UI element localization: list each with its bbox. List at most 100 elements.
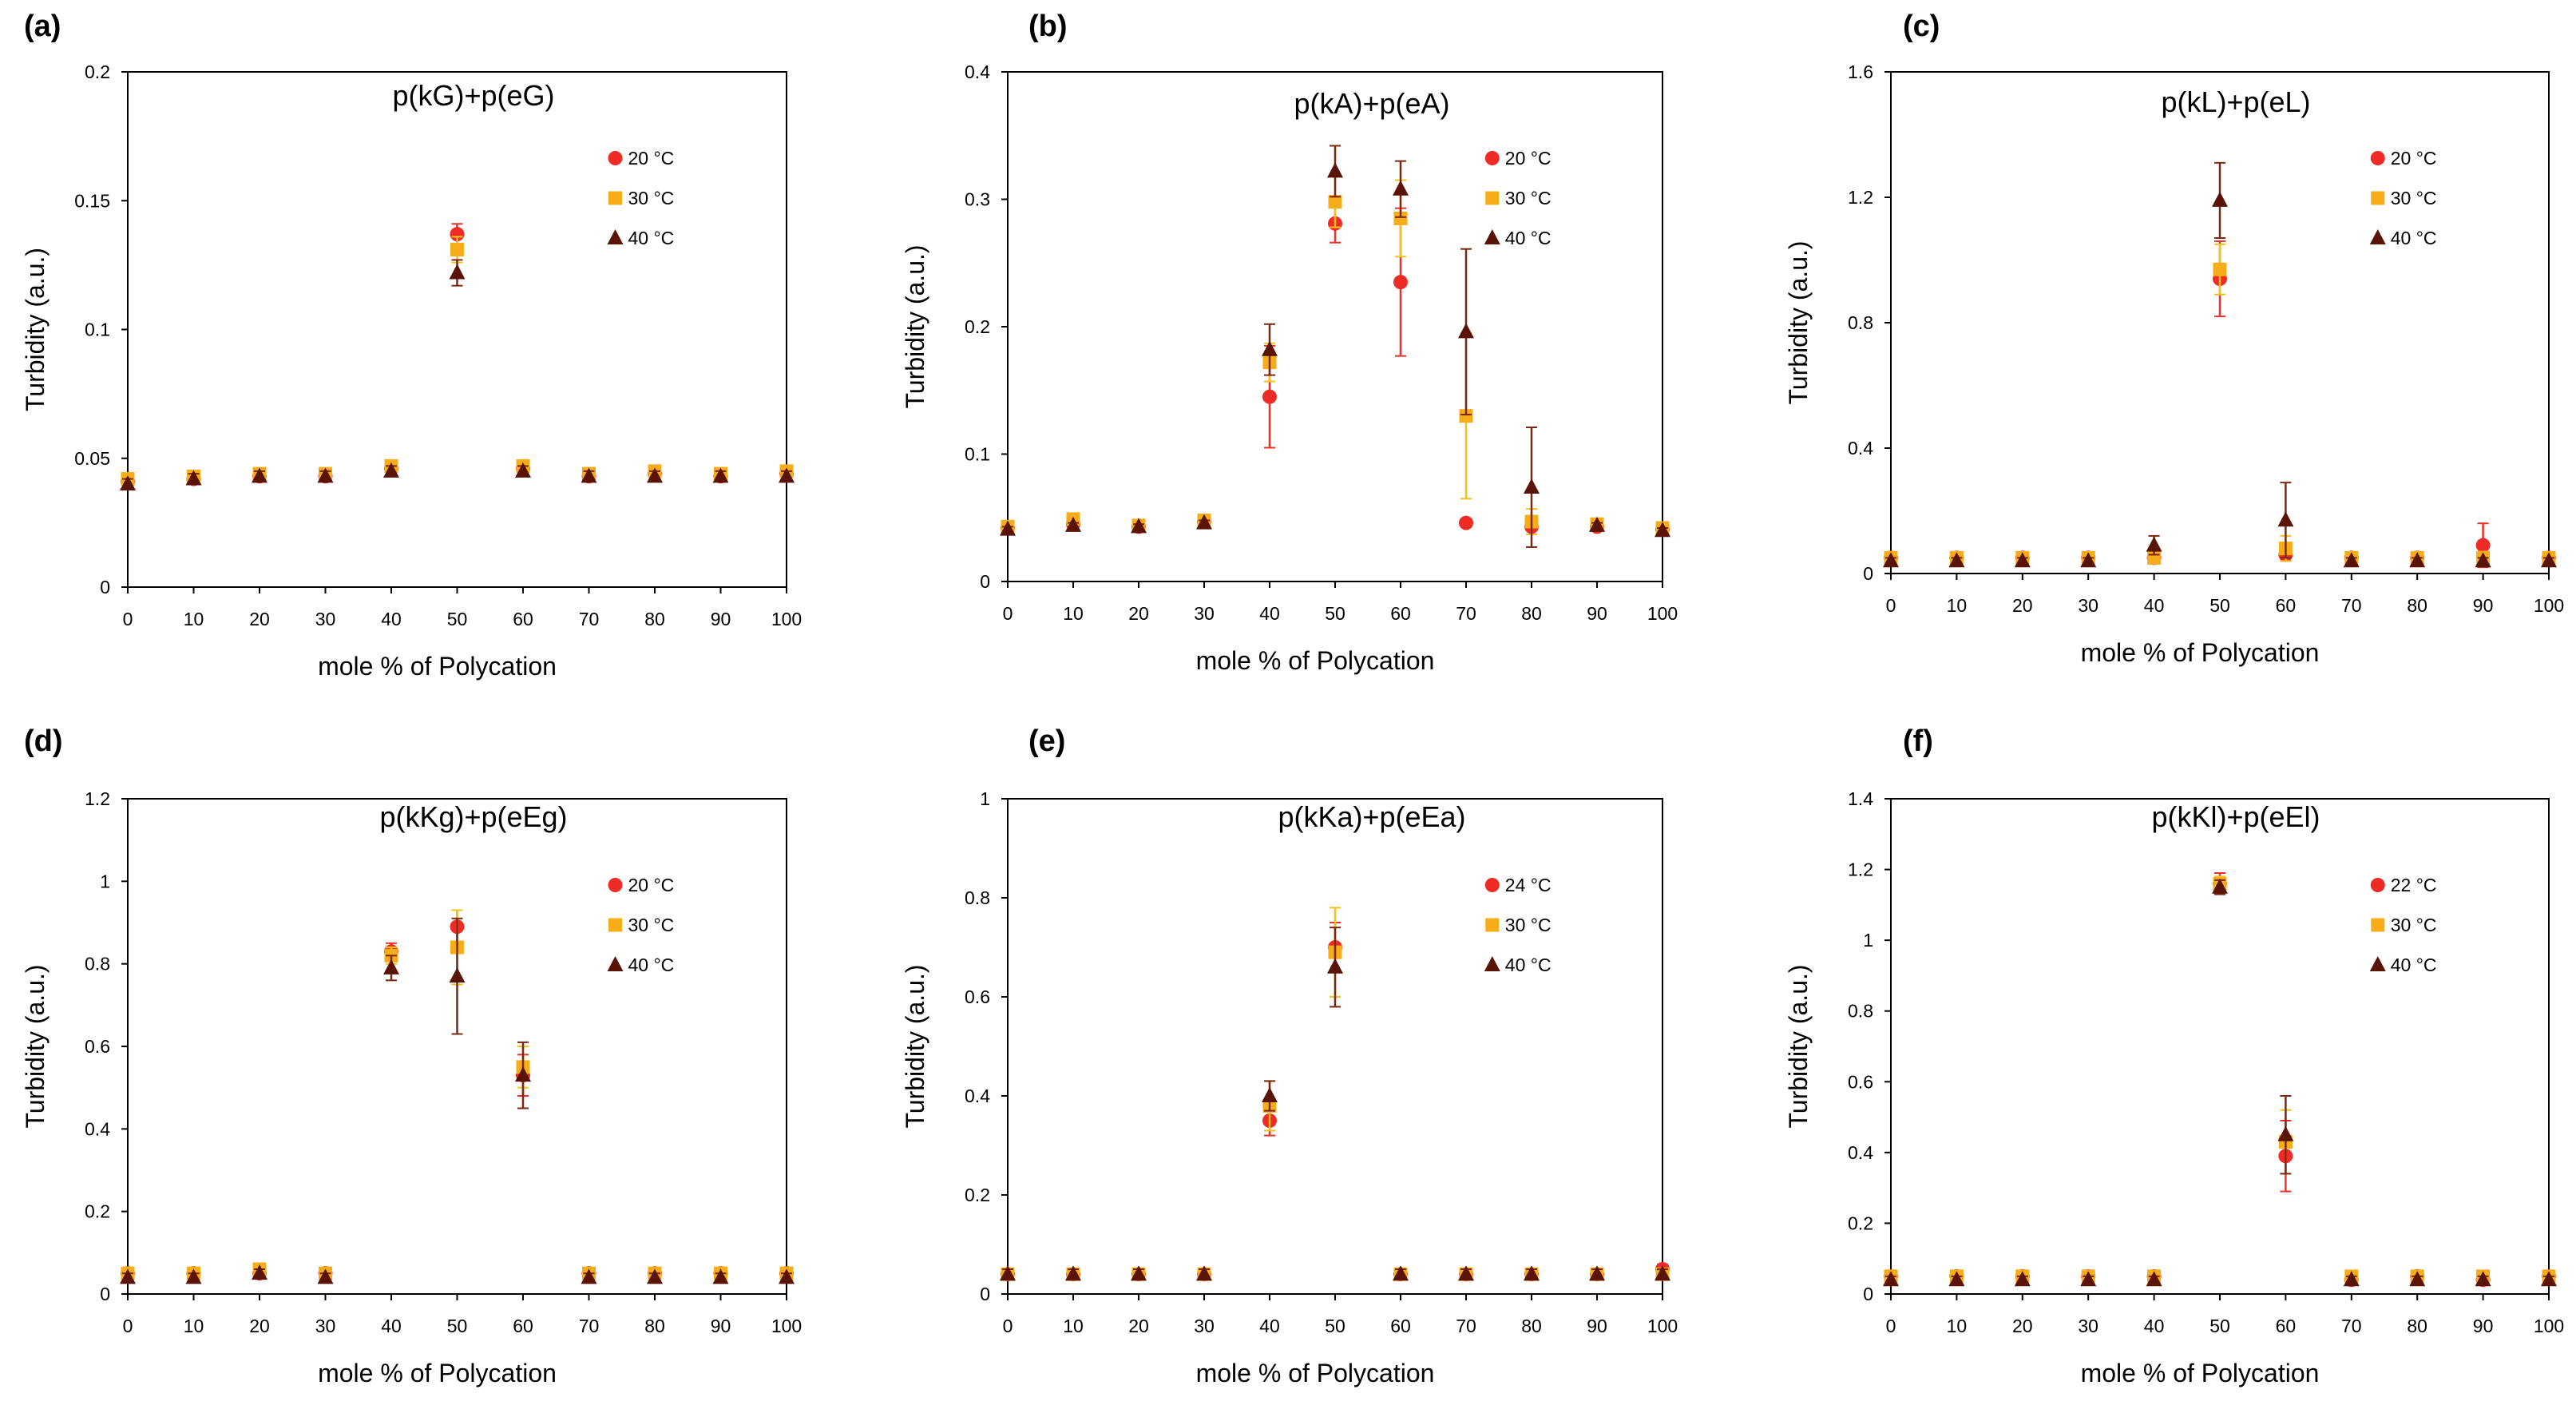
x-tick-label: 40 (381, 1316, 402, 1336)
y-tick-label: 1 (100, 871, 110, 891)
chart-panel-5: (e)p(kKa)+p(eEa)00.20.40.60.810 10 20 30 40 5… (901, 724, 1678, 1387)
x-axis-title: mole % of Polycation (318, 1359, 557, 1387)
x-tick-label: 30 (2078, 595, 2098, 616)
y-tick-label: 0.2 (965, 1185, 990, 1205)
data-point (779, 467, 795, 483)
x-tick-label: 10 (184, 1316, 204, 1336)
x-axis-title: mole % of Polycation (2081, 1359, 2320, 1387)
data-point (515, 462, 531, 478)
chart-panel-1: (a) p(kG)+p(eG) 0 0.05 0.1 0.15 0.2 0 10 20 30 40 50… (21, 10, 802, 681)
series-2 (1884, 243, 2556, 566)
legend-marker (1485, 918, 1500, 932)
x-tick-label: 10 (184, 609, 204, 629)
data-point (1393, 1265, 1409, 1281)
legend-marker (1484, 229, 1500, 244)
y-tick-label: 0.8 (965, 887, 990, 908)
legend-marker (2371, 191, 2385, 205)
legend-marker (1485, 191, 1500, 205)
legend-marker (607, 229, 624, 244)
legend-label: 40 °C (628, 228, 675, 248)
x-tick-label: 50 (447, 609, 468, 629)
panel-letter: (a) (24, 10, 61, 43)
y-axis-title: Turbidity (a.u.) (1784, 240, 1813, 404)
x-tick-label: 40 (1259, 1316, 1280, 1336)
data-point (712, 1268, 729, 1284)
data-point (383, 462, 399, 478)
y-tick-label: 1.4 (1848, 788, 1873, 809)
data-point (1393, 180, 1409, 196)
data-point (449, 264, 466, 280)
y-tick-label: 1 (980, 788, 990, 809)
x-tick-label: 70 (1456, 603, 1476, 624)
data-point (2475, 552, 2491, 568)
x-tick-label: 30 (315, 609, 336, 629)
legend-label: 30 °C (628, 188, 675, 208)
legend-marker (608, 151, 623, 165)
data-point (581, 1268, 597, 1284)
data-point (1131, 1265, 1147, 1281)
data-point (2014, 1271, 2031, 1287)
legend-label: 20 °C (628, 875, 675, 895)
x-tick-label: 0 (123, 1316, 133, 1336)
legend-label: 40 °C (2391, 955, 2437, 975)
y-tick-label: 0.15 (74, 190, 110, 211)
legend-marker (607, 956, 624, 971)
data-point (317, 467, 334, 483)
data-point (2475, 538, 2491, 553)
data-point (1393, 275, 1408, 290)
y-tick-label: 0 (100, 577, 110, 597)
x-tick-label: 20 (249, 609, 270, 629)
data-point (1000, 1265, 1016, 1281)
x-tick-label: 30 (2078, 1316, 2098, 1336)
y-axis-title: Turbidity (a.u.) (901, 244, 929, 408)
data-point (1262, 340, 1278, 356)
y-axis-title: Turbidity (a.u.) (901, 964, 929, 1128)
x-tick-label: 90 (711, 1316, 731, 1336)
legend-label: 30 °C (2391, 188, 2437, 208)
data-point (1328, 195, 1342, 209)
y-tick-label: 0.1 (965, 444, 990, 465)
data-point (1948, 1271, 1965, 1287)
x-tick-label: 30 (1194, 1316, 1215, 1336)
legend-label: 20 °C (2391, 148, 2437, 169)
panel-letter: (d) (24, 724, 63, 758)
legend-label: 40 °C (628, 955, 675, 975)
data-point (450, 227, 465, 242)
data-point (2409, 1271, 2426, 1287)
data-point (1459, 515, 1473, 530)
data-point (1458, 323, 1474, 339)
x-axis-title: mole % of Polycation (1196, 1359, 1435, 1387)
x-tick-label: 40 (2144, 1316, 2165, 1336)
y-tick-label: 0 (100, 1284, 110, 1304)
data-point (185, 1268, 202, 1284)
x-tick-label: 80 (644, 609, 665, 629)
x-tick-label: 90 (2473, 595, 2494, 616)
y-tick-label: 0.3 (965, 189, 990, 210)
x-tick-label: 100 (2534, 595, 2564, 616)
plot-title: p(kA)+p(eA) (1294, 87, 1449, 120)
x-tick-label: 20 (1128, 1316, 1149, 1336)
x-tick-label: 10 (1947, 595, 1968, 616)
y-tick-label: 0.6 (85, 1036, 110, 1057)
x-tick-label: 60 (1390, 1316, 1411, 1336)
data-point (449, 967, 466, 983)
data-point (647, 467, 663, 483)
data-point (2541, 552, 2557, 568)
x-tick-label: 90 (2473, 1316, 2494, 1336)
legend-marker (2371, 918, 2385, 932)
data-point (581, 467, 597, 483)
data-point (2277, 1125, 2294, 1141)
data-point (1065, 516, 1081, 532)
x-axis-title: mole % of Polycation (1196, 646, 1435, 675)
plot-frame (1890, 71, 2550, 574)
data-point (2014, 552, 2031, 568)
data-point (1196, 514, 1212, 530)
x-tick-label: 20 (1128, 603, 1149, 624)
chart-panel-6: (f) p(kKl)+p(eEl) 0 0.2 0.4 0.6 0.8 1 1.2 1.4 0 10 2… (1784, 724, 2564, 1387)
y-tick-label: 0.8 (1848, 312, 1873, 333)
legend-label: 30 °C (1505, 915, 1552, 935)
x-tick-label: 90 (1587, 603, 1607, 624)
legend-marker (1484, 878, 1500, 892)
x-tick-label: 100 (1647, 603, 1678, 624)
x-tick-label: 10 (1063, 603, 1084, 624)
